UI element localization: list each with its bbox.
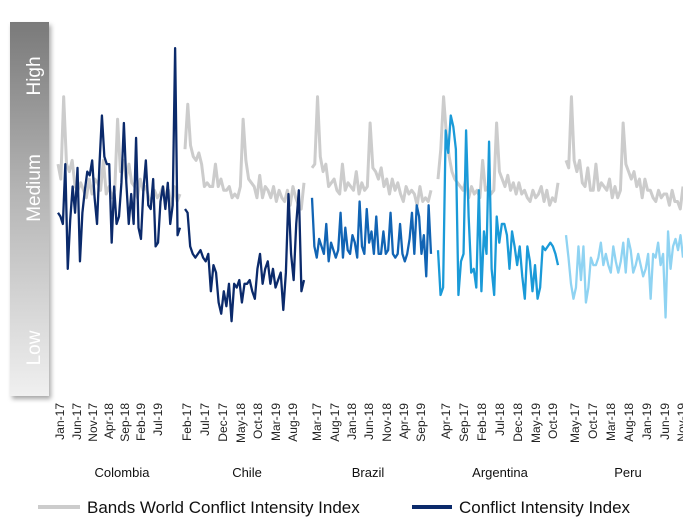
tick-label-brazil: Jun-18	[362, 403, 376, 440]
y-band-bar: High Medium Low	[10, 22, 49, 396]
tick-label-argentina: Feb-18	[475, 403, 489, 441]
tick-label-colombia: Nov-17	[86, 403, 100, 442]
tick-label-argentina: Sep-17	[457, 403, 471, 442]
tick-label-peru: Mar-18	[604, 403, 618, 441]
tick-label-colombia: Sep-18	[118, 403, 132, 442]
index-line-brazil	[312, 198, 431, 277]
tick-label-colombia: Apr-18	[102, 403, 116, 439]
panel-peru: May-17 Oct-17 Mar-18 Aug-18 Jan-19 Jun-19 Nov-…	[566, 97, 683, 480]
band-label-high: High	[24, 56, 45, 95]
tick-label-colombia: Feb-19	[134, 403, 148, 441]
tick-label-argentina: Dec-18	[511, 403, 525, 442]
band-label-low: Low	[24, 330, 45, 365]
tick-label-brazil: Aug-17	[328, 403, 342, 442]
legend-label-bands: Bands World Conflict Intensity Index	[87, 498, 360, 517]
tick-label-argentina: Apr-17	[439, 403, 453, 439]
panel-chile: Feb-17 Jul-17 Dec-17 May-18 Oct-18 Mar-19 Aug-…	[180, 104, 304, 480]
legend-label-index: Conflict Intensity Index	[459, 498, 631, 517]
tick-label-chile: Mar-19	[269, 403, 283, 441]
index-line-chile	[185, 190, 304, 321]
tick-label-brazil: Mar-17	[310, 403, 324, 441]
tick-label-colombia: Jan-17	[53, 403, 67, 440]
country-label-chile: Chile	[232, 465, 262, 480]
country-label-brazil: Brazil	[352, 465, 385, 480]
tick-label-argentina: May-19	[529, 403, 543, 443]
tick-label-chile: Feb-17	[180, 403, 194, 441]
tick-label-chile: May-18	[234, 403, 248, 443]
panel-argentina: Apr-17 Sep-17 Feb-18 Jul-18 Dec-18 May-19 Oct-…	[438, 97, 560, 480]
index-line-peru	[566, 231, 683, 317]
tick-label-brazil: Nov-18	[380, 403, 394, 442]
tick-label-peru: Jun-19	[658, 403, 672, 440]
tick-label-peru: Nov-19	[675, 403, 683, 442]
tick-label-colombia: Jun-17	[70, 403, 84, 440]
country-panels: Jan-17 Jun-17 Nov-17 Apr-18 Sep-18 Feb-19 Jul-…	[53, 48, 683, 480]
tick-label-brazil: Apr-19	[397, 403, 411, 439]
tick-label-chile: Jul-17	[198, 403, 212, 436]
tick-label-peru: Jan-19	[640, 403, 654, 440]
panel-brazil: Mar-17 Aug-17 Jan-18 Jun-18 Nov-18 Apr-19 Sep-…	[310, 97, 431, 480]
tick-label-chile: Dec-17	[216, 403, 230, 442]
legend: Bands World Conflict Intensity Index Con…	[38, 498, 631, 517]
panel-colombia: Jan-17 Jun-17 Nov-17 Apr-18 Sep-18 Feb-19 Jul-…	[53, 48, 180, 480]
country-label-argentina: Argentina	[472, 465, 528, 480]
tick-label-peru: May-17	[568, 403, 582, 443]
tick-label-brazil: Sep-19	[414, 403, 428, 442]
tick-label-argentina: Oct-19	[546, 403, 560, 439]
tick-label-brazil: Jan-18	[345, 403, 359, 440]
tick-label-argentina: Jul-18	[493, 403, 507, 436]
tick-label-colombia: Jul-19	[151, 403, 165, 436]
band-line-chile	[185, 104, 304, 209]
tick-label-chile: Oct-18	[251, 403, 265, 439]
band-line-brazil	[312, 97, 431, 205]
tick-label-chile: Aug-19	[286, 403, 300, 442]
tick-label-peru: Oct-17	[586, 403, 600, 439]
band-label-medium: Medium	[24, 154, 45, 222]
tick-label-peru: Aug-18	[622, 403, 636, 442]
country-label-colombia: Colombia	[95, 465, 151, 480]
country-label-peru: Peru	[614, 465, 641, 480]
band-line-peru	[566, 97, 683, 209]
